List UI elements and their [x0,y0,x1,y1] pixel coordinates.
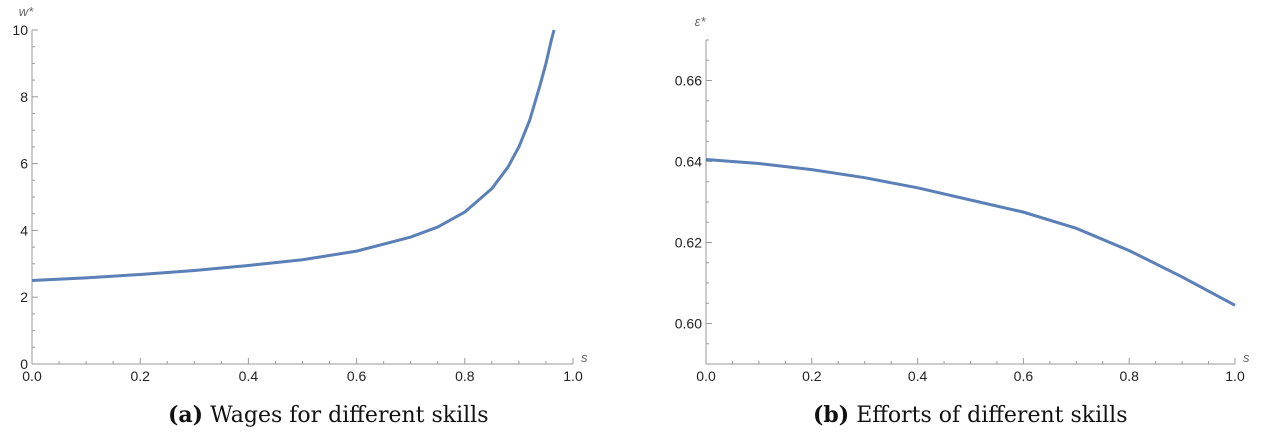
wages-y-tick-label: 0 [20,356,28,372]
wages-x-axis-label: s [581,350,588,365]
caption-a-label: (a) [168,402,204,428]
caption-a-text: Wages for different skills [210,403,489,428]
wages-x-tick-label: 0.0 [22,368,42,384]
wages-x-tick-label: 1.0 [563,368,583,384]
efforts-x-tick-label: 0.0 [696,368,716,384]
efforts-x-tick-label: 1.0 [1225,368,1245,384]
wages-x-tick-label: 0.4 [239,368,259,384]
efforts-y-tick-label: 0.60 [675,316,702,332]
wages-x-tick-label: 0.8 [455,368,475,384]
efforts-y-tick-label: 0.66 [675,73,702,89]
efforts-y-axis-label: ε* [695,14,707,29]
wages-y-tick-label: 2 [20,289,28,305]
wages-series-line [31,29,556,282]
efforts-x-axis-label: s [1243,350,1250,365]
chart-panel-wages: 0.0 0.2 0.4 0.6 0.8 1.0 0 2 4 6 8 10 s w* (a) Wages f… [12,4,588,428]
efforts-series-line [705,157,1236,307]
wages-y-tick-label: 6 [20,156,28,172]
wages-x-tick-label: 0.2 [130,368,150,384]
efforts-x-tick-label: 0.8 [1119,368,1139,384]
efforts-x-tick-label: 0.2 [802,368,822,384]
efforts-y-tick-label: 0.62 [675,235,702,251]
wages-x-tick-label: 0.6 [347,368,367,384]
caption-b: (b) Efforts of different skills [813,402,1128,428]
chart-panel-efforts: 0.0 0.2 0.4 0.6 0.8 1.0 0.60 0.62 0.64 0.66 s ε* (b… [636,0,1271,444]
wages-y-tick-label: 10 [12,22,28,38]
efforts-chart-svg: 0.0 0.2 0.4 0.6 0.8 1.0 0.60 0.62 0.64 0.66 s ε* [675,14,1250,384]
wages-y-axis-label: w* [19,4,34,19]
caption-a: (a) Wages for different skills [168,402,489,428]
caption-b-text: Efforts of different skills [856,403,1128,428]
wages-y-tick-label: 4 [20,222,28,238]
efforts-y-tick-label: 0.64 [675,154,702,170]
caption-b-label: (b) [813,402,850,428]
wages-chart-svg: 0.0 0.2 0.4 0.6 0.8 1.0 0 2 4 6 8 10 s w* [12,4,588,384]
wages-y-tick-label: 8 [20,89,28,105]
efforts-x-tick-label: 0.6 [1014,368,1034,384]
efforts-x-tick-label: 0.4 [908,368,928,384]
